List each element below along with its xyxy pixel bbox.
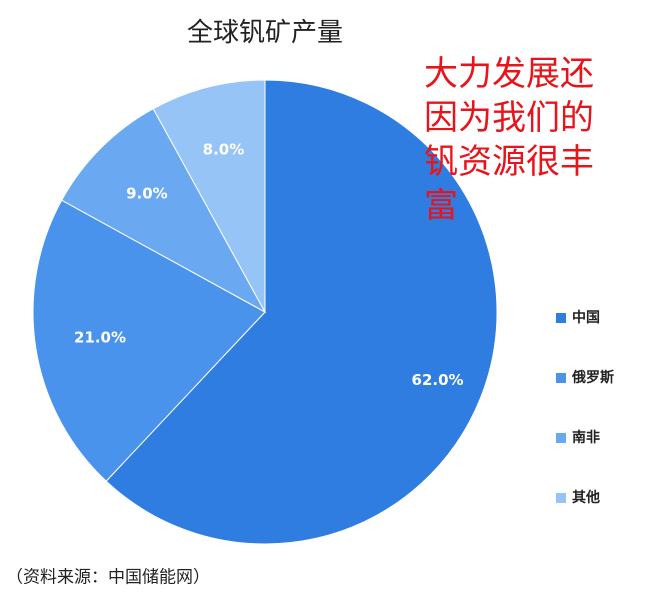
value-label: 21.0% (74, 329, 126, 347)
chart-title: 全球钒矿产量 (187, 18, 343, 48)
pie-slice (61, 108, 267, 314)
legend-label: 南非 (572, 429, 600, 446)
legend-marker (556, 373, 566, 383)
annotation: 大力发展还因为我们的钒资源很丰富 (424, 54, 594, 226)
pie-slice (32, 199, 266, 482)
legend-label: 中国 (572, 309, 600, 326)
value-label: 8.0% (203, 141, 245, 159)
value-label: 9.0% (126, 184, 168, 202)
legend-marker (556, 493, 566, 503)
legend-marker (556, 433, 566, 443)
legend-label: 俄罗斯 (571, 369, 614, 386)
legend-marker (556, 313, 566, 323)
value-label: 62.0% (412, 371, 464, 389)
pie-slice (105, 79, 498, 545)
pie-slice (152, 79, 266, 313)
source-note: （资料来源：中国储能网） (6, 568, 210, 588)
legend-label: 其他 (572, 489, 600, 506)
